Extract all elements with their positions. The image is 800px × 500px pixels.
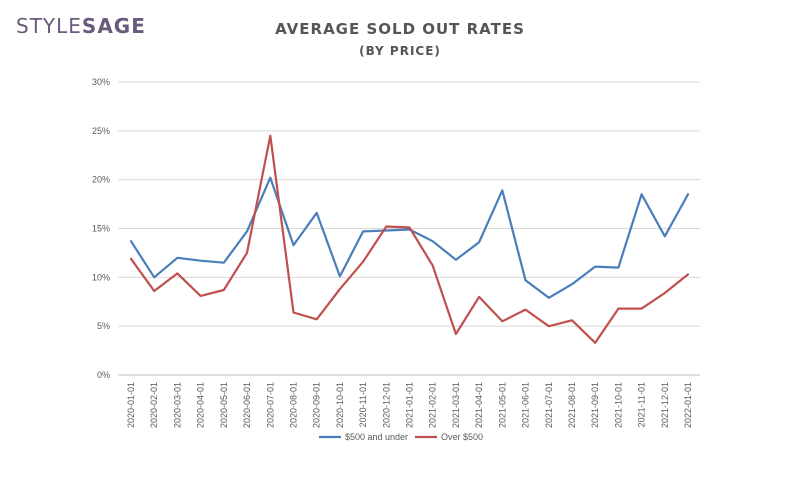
x-tick-label: 2021-03-01 [451,382,461,428]
y-tick-label: 10% [92,272,110,282]
x-tick-label: 2021-12-01 [660,382,670,428]
x-tick-label: 2020-10-01 [335,382,345,428]
x-tick-label: 2021-10-01 [613,382,623,428]
x-tick-label: 2021-09-01 [590,382,600,428]
y-tick-label: 0% [97,370,110,380]
x-tick-label: 2021-06-01 [521,382,531,428]
x-tick-label: 2021-07-01 [544,382,554,428]
brand-logo-sage: SAGE [81,14,146,38]
x-tick-label: 2020-08-01 [288,382,298,428]
y-tick-label: 30% [92,77,110,87]
x-tick-label: 2021-05-01 [497,382,507,428]
x-tick-label: 2020-06-01 [242,382,252,428]
x-axis-ticks: 2020-01-01 2020-02-01 2020-03-01 2020-04-01… [126,382,693,428]
series-line-2 [129,134,690,344]
legend: $500 and under Over $500 [319,432,483,442]
y-axis-ticks: 0% 5% 10% 15% 20% 25% 30% [92,77,110,380]
x-tick-label: 2021-08-01 [567,382,577,428]
x-tick-label: 2020-03-01 [172,382,182,428]
chart-title: AVERAGE SOLD OUT RATES [275,20,525,38]
y-tick-label: 20% [92,175,110,185]
brand-logo-style: STYLE [16,14,82,38]
x-tick-label: 2020-07-01 [265,382,275,428]
series-line-1 [129,176,690,299]
x-tick-label: 2020-02-01 [149,382,159,428]
series-lines [129,134,690,344]
y-tick-label: 25% [92,126,110,136]
x-tick-label: 2020-01-01 [126,382,136,428]
y-tick-label: 15% [92,224,110,234]
y-tick-label: 5% [97,321,110,331]
legend-label: $500 and under [345,432,408,442]
x-tick-label: 2020-05-01 [219,382,229,428]
x-tick-label: 2020-09-01 [312,382,322,428]
x-tick-label: 2020-11-01 [358,382,368,427]
brand-logo: STYLESAGE [16,14,146,38]
x-tick-label: 2020-12-01 [381,382,391,428]
x-tick-label: 2020-04-01 [196,382,206,428]
x-tick-label: 2022-01-01 [683,382,693,428]
legend-label: Over $500 [441,432,483,442]
x-tick-label: 2021-02-01 [428,382,438,428]
chart-header: AVERAGE SOLD OUT RATES (BY PRICE) [0,20,800,58]
x-tick-label: 2021-01-01 [405,382,415,428]
x-tick-label: 2021-11-01 [637,382,647,427]
chart-subtitle: (BY PRICE) [359,44,441,58]
x-tick-label: 2021-04-01 [474,382,484,428]
